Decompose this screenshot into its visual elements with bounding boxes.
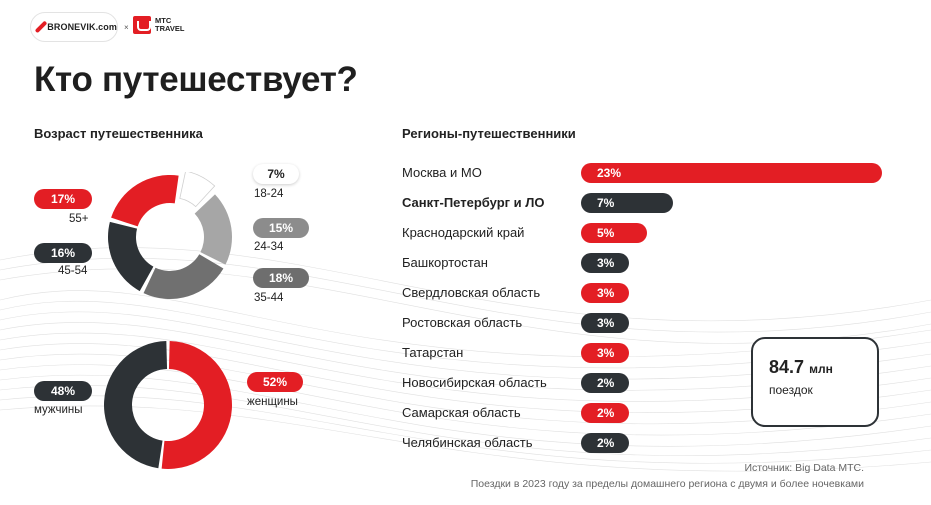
region-bar: 2% xyxy=(581,433,629,453)
region-name: Челябинская область xyxy=(402,435,533,450)
region-name: Санкт-Петербург и ЛО xyxy=(402,195,545,210)
bronevik-mark-icon xyxy=(34,20,48,34)
region-bar-value: 2% xyxy=(597,376,615,390)
region-bar-value: 3% xyxy=(597,346,615,360)
age-35-44-value: 18% xyxy=(253,268,309,288)
donut-slice-45-54 xyxy=(107,221,154,292)
logo-separator: × xyxy=(124,23,129,32)
age-45-54-label: 45-54 xyxy=(58,265,88,277)
region-bar: 3% xyxy=(581,313,629,333)
region-bar-value: 3% xyxy=(597,256,615,270)
bronevik-logo: BRONEVIK.com xyxy=(30,12,118,42)
footnote-note: Поездки в 2023 году за пределы домашнего… xyxy=(470,478,864,490)
age-24-34-label: 24-34 xyxy=(254,241,284,253)
page-title: Кто путешествует? xyxy=(34,60,358,99)
bronevik-logo-text: BRONEVIK.com xyxy=(47,22,117,32)
region-bar: 7% xyxy=(581,193,673,213)
region-bar-value: 2% xyxy=(597,436,615,450)
region-name: Татарстан xyxy=(402,345,464,360)
region-bar-value: 23% xyxy=(597,166,622,180)
mts-logo-text: МТС TRAVEL xyxy=(155,16,185,33)
region-bar-value: 3% xyxy=(597,286,615,300)
age-24-34-value: 15% xyxy=(253,218,309,238)
donut-slice-35-44 xyxy=(143,254,224,299)
region-name: Свердловская область xyxy=(402,285,541,300)
donut-slice-мужчины xyxy=(103,341,168,469)
donut-slice-женщины xyxy=(161,341,233,469)
region-name: Новосибирская область xyxy=(402,375,547,390)
men-value: 48% xyxy=(34,381,92,401)
region-bar: 23% xyxy=(581,163,883,183)
age-35-44-label: 35-44 xyxy=(254,292,284,304)
region-bar: 3% xyxy=(581,343,629,363)
women-label: женщины xyxy=(247,396,298,408)
total-trips-box: 84.7 млн поездок xyxy=(751,337,879,427)
mts-egg-icon xyxy=(133,16,151,34)
age-donut-chart xyxy=(107,172,232,299)
age-18-24-value: 7% xyxy=(253,164,299,184)
region-name: Москва и МО xyxy=(402,165,482,180)
donut-slice-18-24 xyxy=(179,172,216,208)
region-name: Башкортостан xyxy=(402,255,488,270)
region-name: Ростовская область xyxy=(402,315,523,330)
age-45-54-value: 16% xyxy=(34,243,92,263)
region-name: Краснодарский край xyxy=(402,225,525,240)
total-value-number: 84.7 xyxy=(769,357,805,377)
region-bar-value: 7% xyxy=(597,196,615,210)
region-name: Самарская область xyxy=(402,405,521,420)
age-55-label: 55+ xyxy=(69,213,89,225)
women-value: 52% xyxy=(247,372,303,392)
region-bar-value: 5% xyxy=(597,226,615,240)
age-18-24-label: 18-24 xyxy=(254,188,284,200)
total-trips-value: 84.7 млн xyxy=(769,357,833,378)
gender-donut-chart xyxy=(103,341,233,469)
region-bar: 2% xyxy=(581,403,629,423)
total-value-unit: млн xyxy=(809,362,833,376)
region-bar: 2% xyxy=(581,373,629,393)
regions-section-title: Регионы-путешественники xyxy=(402,126,576,141)
age-55-value: 17% xyxy=(34,189,92,209)
region-bar-value: 3% xyxy=(597,316,615,330)
donut-slice-55+ xyxy=(111,175,179,227)
region-bar: 3% xyxy=(581,283,629,303)
region-bar-value: 2% xyxy=(597,406,615,420)
region-bar: 5% xyxy=(581,223,647,243)
age-section-title: Возраст путешественника xyxy=(34,126,203,141)
mts-travel-logo: МТС TRAVEL xyxy=(133,16,195,34)
footnote-source: Источник: Big Data МТС. xyxy=(744,462,864,474)
total-trips-label: поездок xyxy=(769,383,813,397)
region-bar: 3% xyxy=(581,253,629,273)
donut-slice-24-34 xyxy=(194,194,232,265)
men-label: мужчины xyxy=(34,404,83,416)
